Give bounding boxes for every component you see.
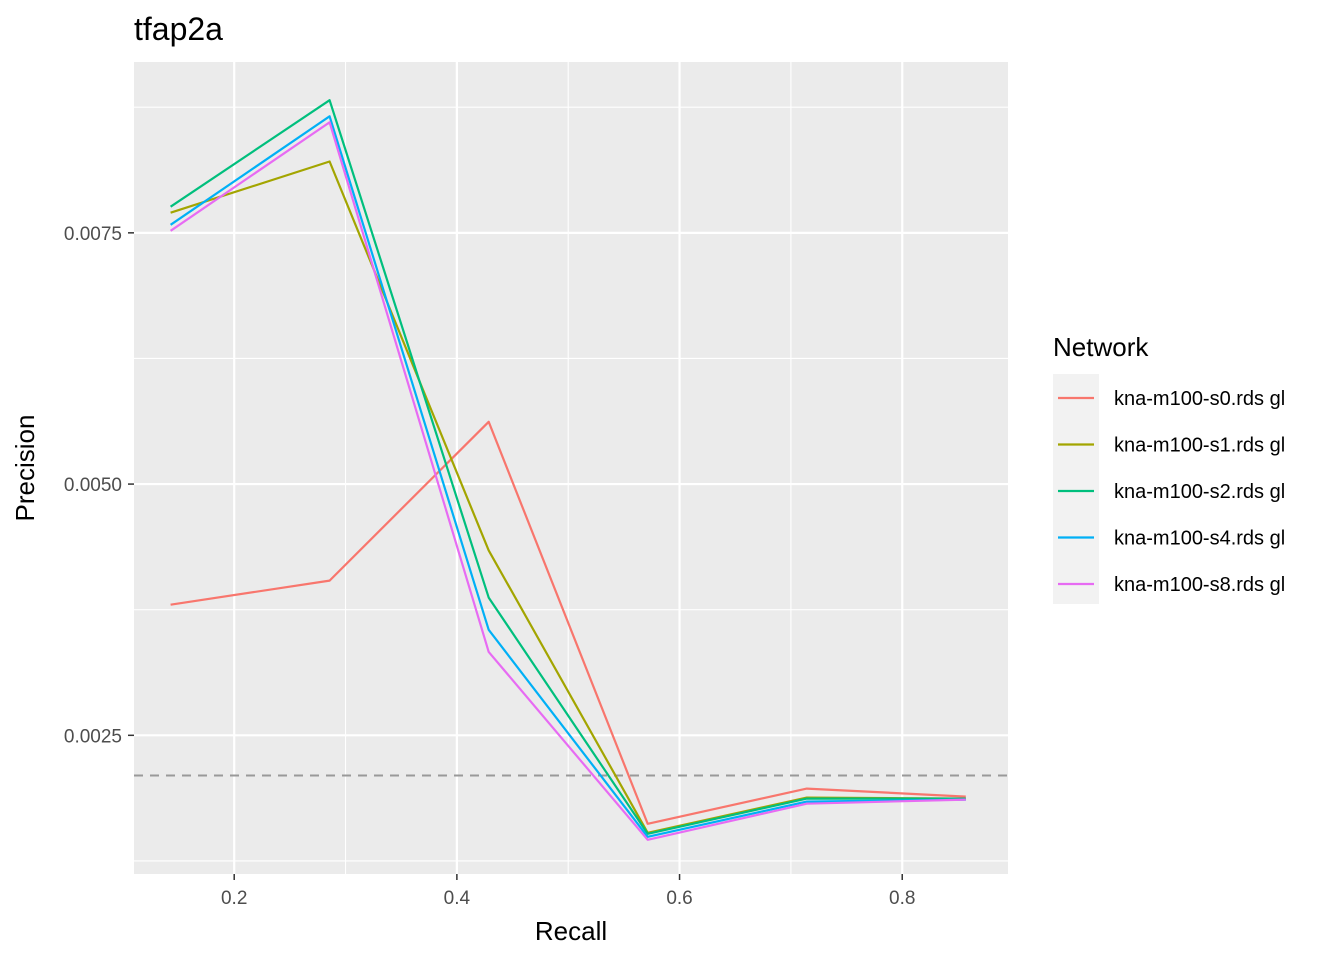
x-tick-label: 0.4: [444, 888, 471, 909]
plot-panel: [134, 62, 1008, 874]
x-axis: 0.2 0.4 0.6 0.8: [221, 874, 915, 909]
legend-label-2: kna-m100-s2.rds gl: [1114, 481, 1285, 503]
y-axis-title: Precision: [10, 415, 40, 522]
series-line-2: [169, 99, 966, 835]
legend-key-background: [1053, 374, 1099, 604]
chart-title: tfap2a: [134, 11, 223, 47]
series-layer: [169, 99, 966, 841]
legend: Network kna-m100-s0.rds gl kna-m100-s1.rd…: [1053, 332, 1285, 604]
series-line-3: [169, 115, 966, 838]
legend-label-0: kna-m100-s0.rds gl: [1114, 388, 1285, 410]
legend-label-4: kna-m100-s8.rds gl: [1114, 574, 1285, 596]
legend-items: kna-m100-s0.rds gl kna-m100-s1.rds gl kna-…: [1058, 388, 1285, 596]
minor-gridlines: [134, 62, 1008, 874]
y-tick-label: 0.0025: [64, 726, 122, 747]
y-tick-label: 0.0075: [64, 224, 122, 245]
series-line-0: [170, 420, 966, 825]
major-gridlines: [134, 62, 1008, 874]
y-axis: 0.0025 0.0050 0.0075: [64, 224, 134, 747]
x-axis-title: Recall: [535, 916, 607, 946]
y-tick-label: 0.0050: [64, 475, 122, 496]
legend-label-3: kna-m100-s4.rds gl: [1114, 528, 1285, 550]
series-line-4: [169, 121, 966, 841]
x-tick-label: 0.8: [889, 888, 915, 909]
legend-title: Network: [1053, 332, 1149, 362]
legend-label-1: kna-m100-s1.rds gl: [1114, 435, 1285, 457]
x-tick-label: 0.6: [666, 888, 692, 909]
x-tick-label: 0.2: [221, 888, 247, 909]
